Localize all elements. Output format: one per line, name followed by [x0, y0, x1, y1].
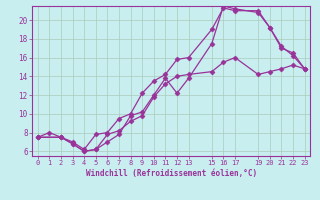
X-axis label: Windchill (Refroidissement éolien,°C): Windchill (Refroidissement éolien,°C) [86, 169, 257, 178]
